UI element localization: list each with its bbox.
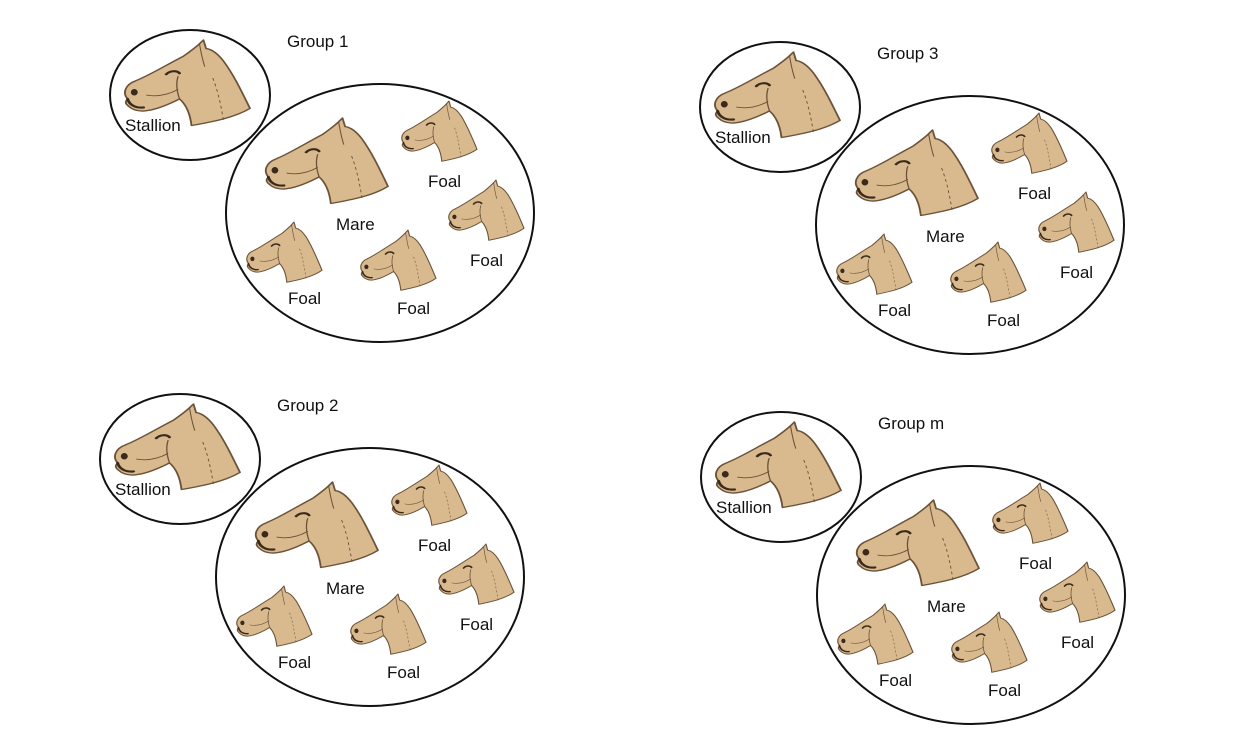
group-panel: Group m Stallion Mare Foal Foal Foal Foal xyxy=(700,411,1126,725)
horse-head-icon xyxy=(113,402,242,491)
foal-label: Foal xyxy=(1061,633,1094,652)
group-panel: Group 3 Stallion Mare Foal Foal Foal Foal xyxy=(699,41,1125,355)
stallion-label: Stallion xyxy=(115,480,171,499)
foal-label: Foal xyxy=(470,251,503,270)
stallion-circle xyxy=(99,393,261,525)
horse-head-icon xyxy=(991,482,1069,545)
horse-head-icon xyxy=(264,116,390,205)
horse-head-icon xyxy=(949,241,1027,304)
mare-label: Mare xyxy=(326,579,365,598)
foal-label: Foal xyxy=(1018,184,1051,203)
foal-label: Foal xyxy=(397,299,430,318)
foal-label: Foal xyxy=(428,172,461,191)
horse-head-icon xyxy=(123,38,252,127)
foal-figure xyxy=(349,593,427,656)
group-panel: Group 1 Stallion Mare Foal Foal Foal Foal xyxy=(109,29,535,343)
foal-figure xyxy=(990,112,1068,175)
stallion-circle xyxy=(109,29,271,161)
horse-head-icon xyxy=(254,480,380,569)
group-title: Group 3 xyxy=(877,44,938,63)
foal-label: Foal xyxy=(1019,554,1052,573)
stallion-figure xyxy=(123,38,252,127)
horse-head-icon xyxy=(245,221,323,284)
mare-figure xyxy=(254,480,380,569)
stallion-circle xyxy=(699,41,861,173)
horse-head-icon xyxy=(390,464,468,527)
foal-label: Foal xyxy=(278,653,311,672)
stallion-label: Stallion xyxy=(125,116,181,135)
horse-head-icon xyxy=(400,100,478,163)
stallion-circle xyxy=(700,411,862,543)
foal-figure xyxy=(950,611,1028,674)
horse-head-icon xyxy=(855,498,981,587)
stallion-label: Stallion xyxy=(715,128,771,147)
foal-figure xyxy=(836,603,914,666)
foal-figure xyxy=(359,229,437,292)
horse-head-icon xyxy=(359,229,437,292)
foal-label: Foal xyxy=(418,536,451,555)
mare-figure xyxy=(854,128,980,217)
group-panel: Group 2 Stallion Mare Foal Foal Foal Foal xyxy=(99,393,525,707)
mare-label: Mare xyxy=(926,227,965,246)
herd-circle xyxy=(815,95,1125,355)
horse-head-icon xyxy=(835,233,913,296)
horse-head-icon xyxy=(349,593,427,656)
foal-label: Foal xyxy=(288,289,321,308)
stallion-figure xyxy=(714,420,843,509)
foal-figure xyxy=(991,482,1069,545)
stallion-figure xyxy=(713,50,842,139)
stallion-figure xyxy=(113,402,242,491)
horse-head-icon xyxy=(854,128,980,217)
group-title: Group m xyxy=(878,414,944,433)
foal-figure xyxy=(235,585,313,648)
mare-label: Mare xyxy=(336,215,375,234)
herd-circle xyxy=(816,465,1126,725)
foal-label: Foal xyxy=(987,311,1020,330)
horse-head-icon xyxy=(950,611,1028,674)
foal-figure xyxy=(245,221,323,284)
horse-head-icon xyxy=(713,50,842,139)
foal-figure xyxy=(949,241,1027,304)
foal-label: Foal xyxy=(387,663,420,682)
group-title: Group 2 xyxy=(277,396,338,415)
foal-figure xyxy=(835,233,913,296)
stallion-label: Stallion xyxy=(716,498,772,517)
group-title: Group 1 xyxy=(287,32,348,51)
mare-label: Mare xyxy=(927,597,966,616)
herd-circle xyxy=(225,83,535,343)
foal-figure xyxy=(390,464,468,527)
herd-circle xyxy=(215,447,525,707)
mare-figure xyxy=(264,116,390,205)
foal-label: Foal xyxy=(1060,263,1093,282)
foal-label: Foal xyxy=(878,301,911,320)
horse-head-icon xyxy=(836,603,914,666)
horse-head-icon xyxy=(990,112,1068,175)
horse-head-icon xyxy=(714,420,843,509)
foal-figure xyxy=(400,100,478,163)
foal-label: Foal xyxy=(988,681,1021,700)
horse-head-icon xyxy=(235,585,313,648)
foal-label: Foal xyxy=(879,671,912,690)
mare-figure xyxy=(855,498,981,587)
foal-label: Foal xyxy=(460,615,493,634)
